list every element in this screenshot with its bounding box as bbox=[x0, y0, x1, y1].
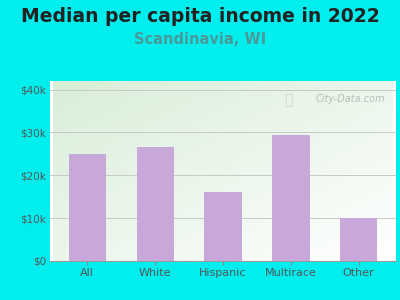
Text: Scandinavia, WI: Scandinavia, WI bbox=[134, 32, 266, 46]
Text: ⓘ: ⓘ bbox=[284, 94, 292, 108]
Bar bbox=[272, 135, 310, 261]
Bar bbox=[69, 154, 106, 261]
Text: Median per capita income in 2022: Median per capita income in 2022 bbox=[21, 8, 379, 26]
Bar bbox=[340, 218, 377, 261]
Bar bbox=[204, 192, 242, 261]
Text: City-Data.com: City-Data.com bbox=[316, 94, 386, 103]
Bar bbox=[136, 147, 174, 261]
